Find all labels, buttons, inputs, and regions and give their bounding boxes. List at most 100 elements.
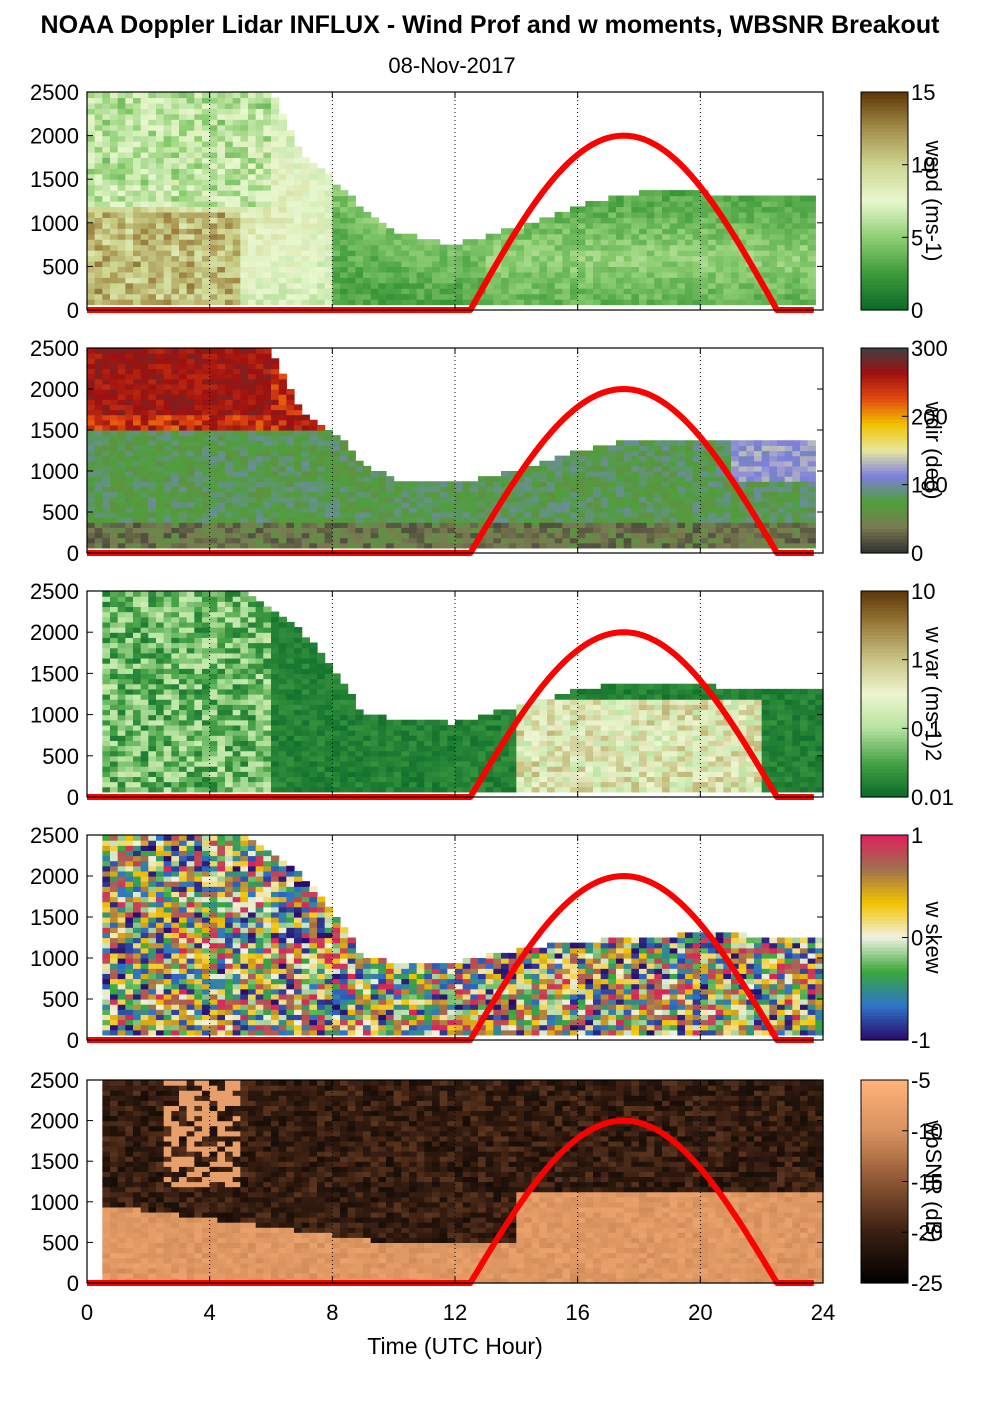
heatmap-cell — [94, 113, 103, 120]
heatmap-cell — [677, 217, 686, 224]
heatmap-cell — [133, 368, 142, 375]
heatmap-cell — [148, 250, 157, 257]
heatmap-cell — [738, 517, 747, 523]
heatmap-cell — [225, 353, 234, 359]
heatmap-cell — [800, 445, 809, 452]
heatmap-cell — [117, 450, 126, 457]
heatmap-cell — [87, 430, 96, 436]
heatmap-cell — [662, 460, 671, 467]
heatmap-cell — [148, 271, 157, 278]
heatmap-cell — [202, 532, 211, 539]
heatmap-cell — [723, 293, 732, 300]
heatmap-cell — [263, 288, 272, 295]
heatmap-cell — [608, 496, 617, 503]
heatmap-cell — [792, 522, 801, 528]
heatmap-cell — [125, 113, 134, 120]
heatmap-cell — [623, 542, 632, 549]
heatmap-cell — [554, 506, 563, 513]
heatmap-cell — [700, 195, 709, 202]
heatmap-cell — [301, 260, 310, 267]
heatmap-cell — [700, 211, 709, 218]
heatmap-cell — [355, 532, 364, 539]
heatmap-cell — [393, 496, 402, 503]
heatmap-cell — [692, 206, 701, 213]
heatmap-cell — [94, 353, 103, 359]
heatmap-cell — [255, 288, 264, 295]
heatmap-cell — [363, 217, 372, 224]
heatmap-cell — [225, 211, 234, 218]
heatmap-cell — [102, 724, 111, 731]
heatmap-cell — [409, 288, 418, 295]
colorbar-band — [861, 409, 908, 414]
heatmap-cell — [156, 414, 165, 421]
heatmap-cell — [202, 190, 211, 197]
heatmap-cell — [171, 168, 180, 175]
heatmap-cell — [539, 233, 548, 240]
heatmap-cell — [240, 222, 249, 229]
heatmap-cell — [278, 162, 287, 169]
heatmap-cell — [715, 260, 724, 267]
heatmap-cell — [110, 233, 119, 240]
heatmap-cell — [562, 455, 571, 462]
heatmap-cell — [87, 151, 96, 158]
colorbar-band — [861, 529, 908, 534]
heatmap-cell — [332, 455, 341, 462]
heatmap-cell — [393, 293, 402, 300]
heatmap-cell — [301, 211, 310, 218]
heatmap-cell — [784, 512, 793, 518]
heatmap-cell — [631, 527, 640, 534]
heatmap-cell — [409, 506, 418, 513]
heatmap-cell — [240, 450, 249, 457]
heatmap-cell — [232, 486, 241, 493]
heatmap-cell — [708, 260, 717, 267]
heatmap-cell — [769, 206, 778, 213]
heatmap-cell — [317, 486, 326, 493]
heatmap-cell — [478, 496, 487, 503]
heatmap-cell — [148, 471, 157, 477]
heatmap-cell — [654, 476, 663, 482]
heatmap-cell — [225, 373, 234, 380]
heatmap-cell — [117, 652, 126, 659]
heatmap-cell — [194, 506, 203, 513]
heatmap-cell — [777, 271, 786, 278]
heatmap-cell — [133, 92, 142, 99]
heatmap-cell — [94, 430, 103, 436]
heatmap-cell — [248, 92, 257, 99]
heatmap-cell — [133, 591, 142, 597]
heatmap-cell — [317, 542, 326, 549]
heatmap-cell — [340, 501, 349, 508]
heatmap-cell — [217, 501, 226, 508]
colorbar-band — [861, 164, 908, 169]
heatmap-cell — [593, 471, 602, 477]
heatmap-cell — [746, 512, 755, 518]
colorbar-band — [861, 416, 908, 421]
heatmap-cell — [317, 173, 326, 180]
heatmap-cell — [784, 491, 793, 498]
heatmap-cell — [363, 233, 372, 240]
heatmap-cell — [186, 135, 195, 142]
heatmap-cell — [439, 506, 448, 513]
heatmap-cell — [263, 424, 272, 431]
heatmap-cell — [539, 522, 548, 528]
heatmap-cell — [271, 435, 280, 441]
heatmap-cell — [94, 440, 103, 446]
heatmap-cell — [524, 481, 533, 487]
colorbar-band — [861, 219, 908, 224]
heatmap-cell — [455, 537, 464, 544]
heatmap-cell — [631, 255, 640, 262]
heatmap-cell — [508, 532, 517, 539]
y-tick-label: 2000 — [30, 377, 79, 402]
heatmap-cell — [301, 299, 310, 306]
heatmap-cell — [447, 542, 456, 549]
heatmap-cell — [317, 201, 326, 208]
heatmap-cell — [639, 206, 648, 213]
heatmap-cell — [87, 450, 96, 457]
heatmap-cell — [508, 496, 517, 503]
heatmap-cell — [133, 146, 142, 153]
heatmap-cell — [179, 217, 188, 224]
heatmap-cell — [248, 260, 257, 267]
heatmap-cell — [179, 532, 188, 539]
colorbar-band — [861, 161, 908, 166]
heatmap-cell — [255, 233, 264, 240]
